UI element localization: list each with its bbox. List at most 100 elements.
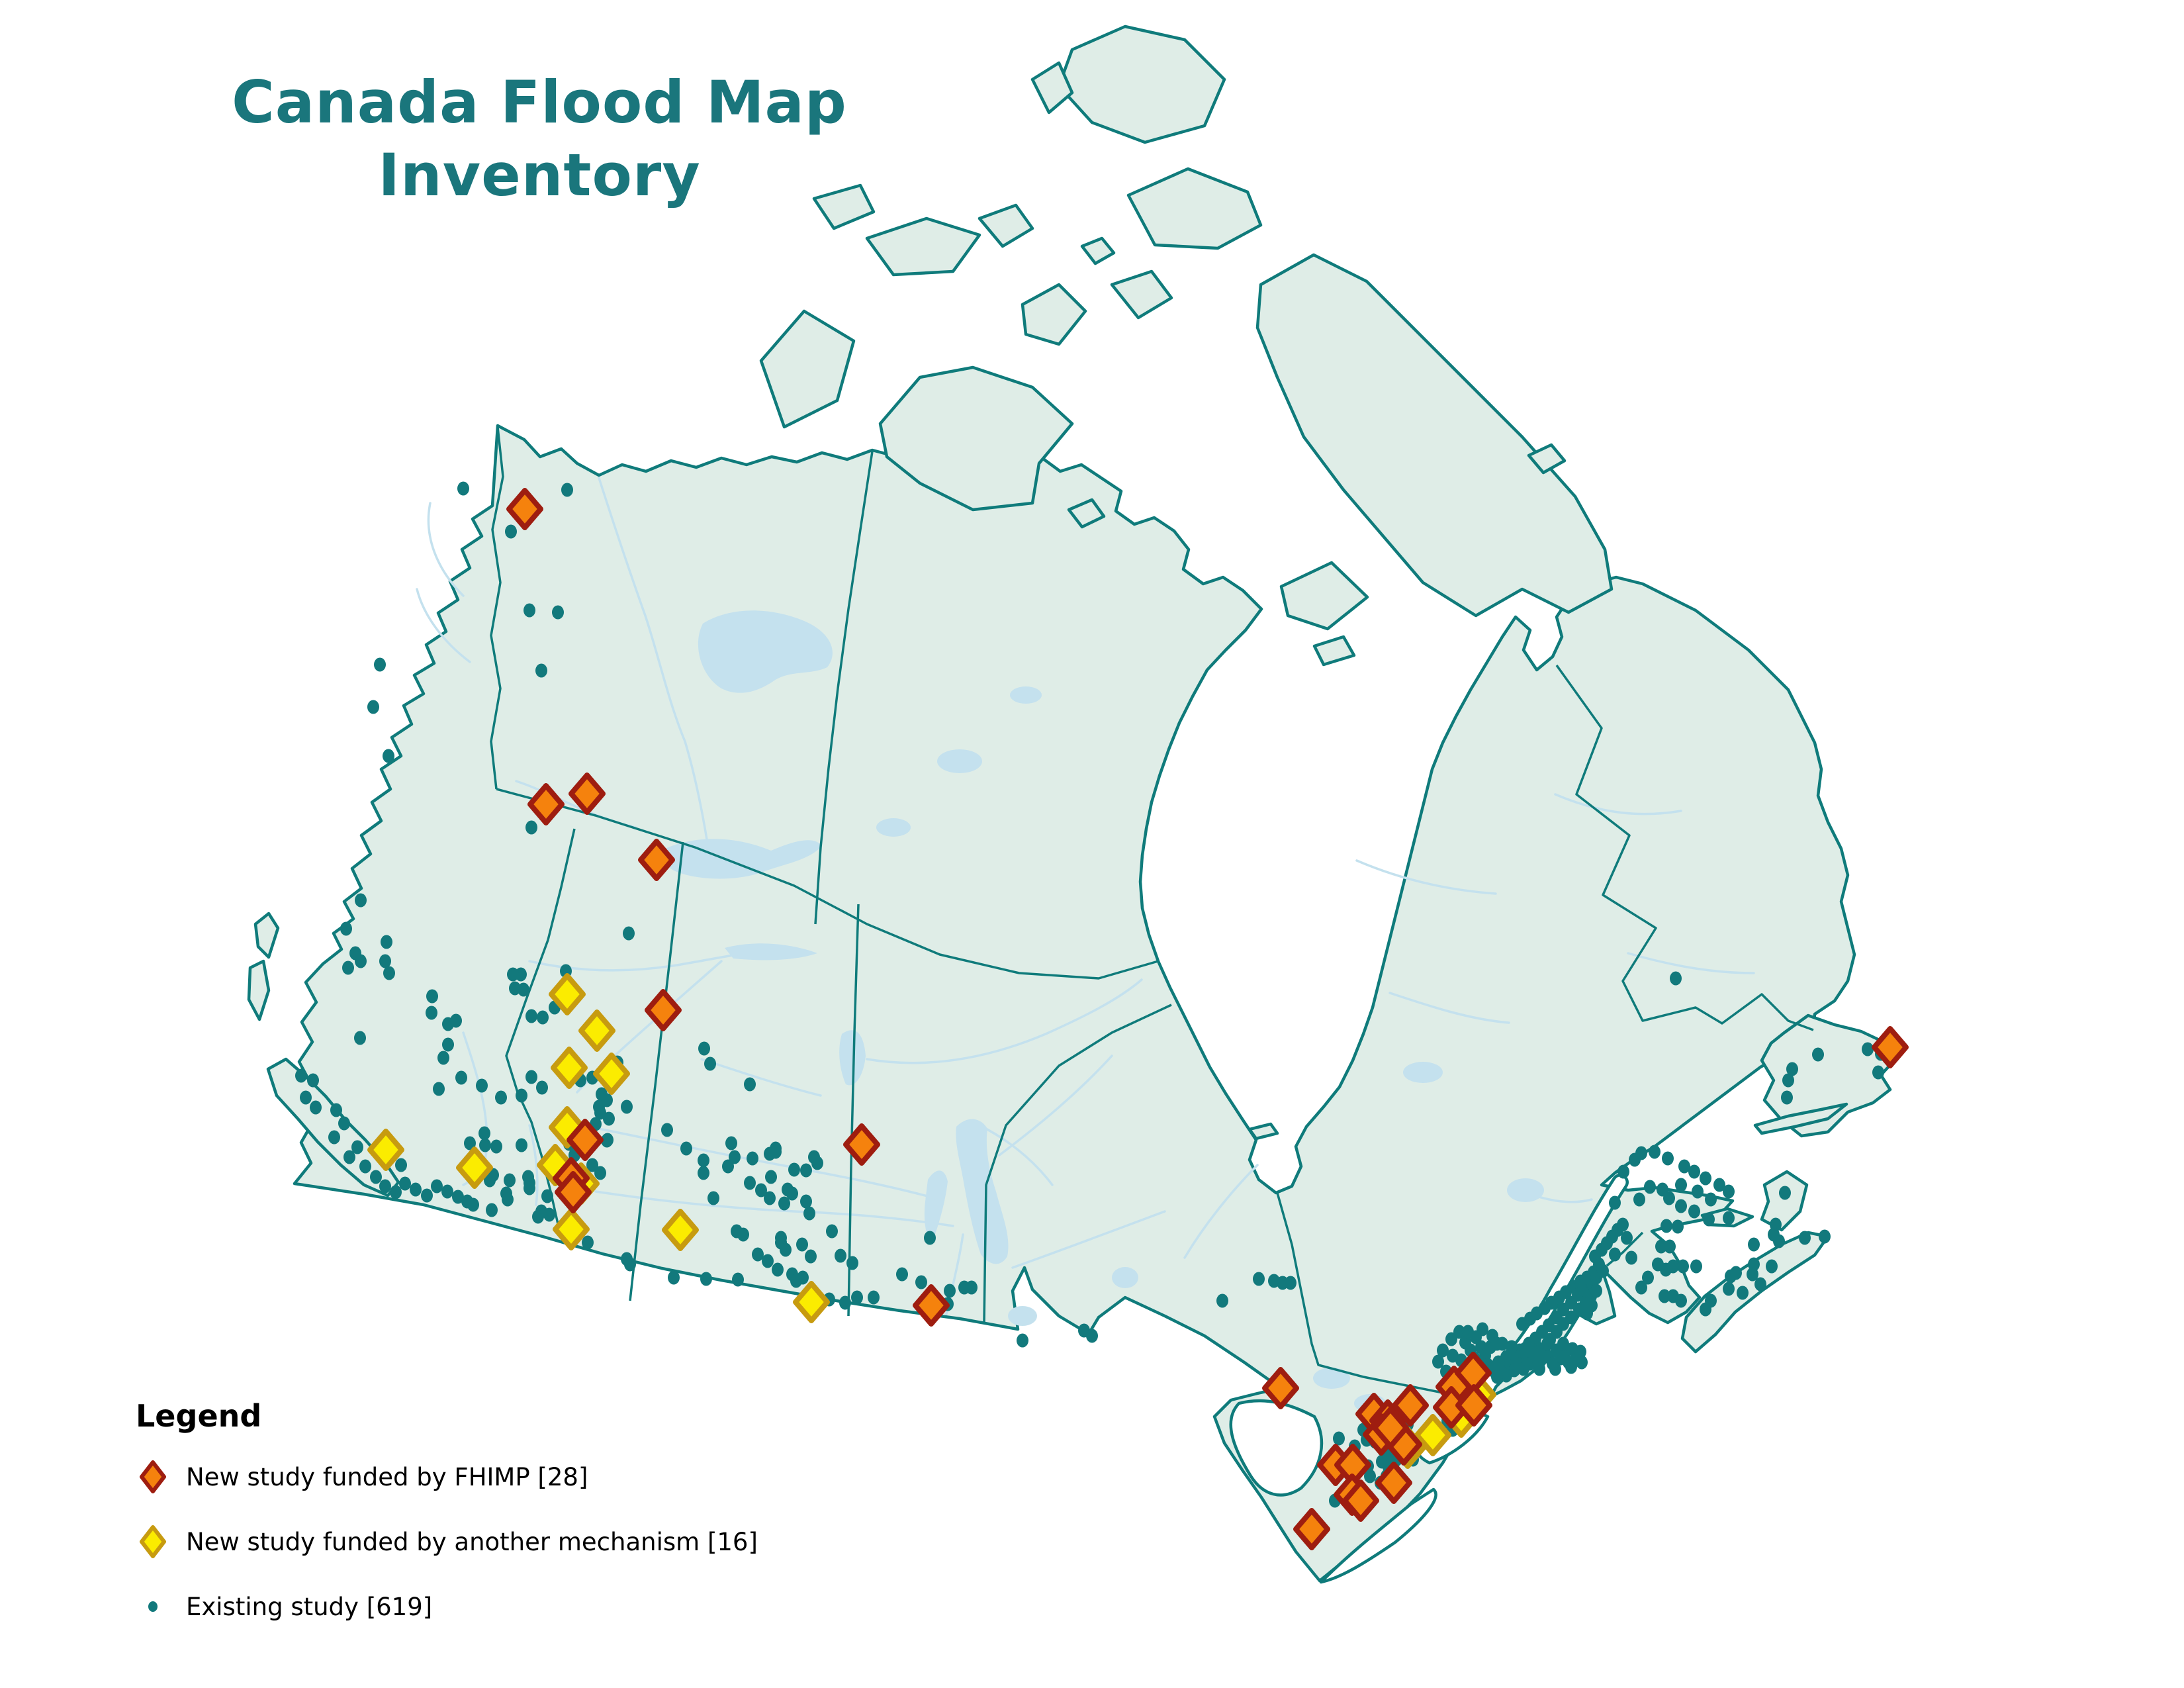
ellesmere-island [1057,24,1226,144]
existing-study-dot [601,1133,613,1148]
devon-island [1126,167,1263,250]
existing-study-dot [340,921,352,936]
border-saskatchewan-manitoba [847,904,860,1317]
existing-study-dot [1688,1204,1700,1219]
fhimp-study-diamond [1293,1508,1330,1550]
other-mechanism-study-diamond [456,1147,493,1189]
existing-study-dot [441,1184,453,1199]
existing-study-dot [536,1080,548,1095]
existing-study-dot [1690,1259,1702,1274]
existing-study-dot [1533,1362,1545,1376]
existing-study-dot [800,1163,812,1178]
existing-study-dot [479,1138,491,1152]
fhimp-study-diamond [567,1119,604,1161]
fhimp-study-diamond [843,1123,880,1166]
existing-study-dot [924,1231,936,1245]
existing-study-dot [486,1203,498,1217]
existing-study-dot [966,1280,978,1295]
border-manitoba-ontario [983,1004,1172,1323]
other-mechanism-study-diamond [793,1281,830,1323]
existing-study-dot [707,1191,719,1205]
existing-study-dot [1576,1355,1588,1370]
existing-study-dot [765,1170,777,1184]
kasba-lake [876,818,911,837]
existing-study-dot [729,1150,741,1164]
existing-study-dot [343,1150,355,1164]
reindeer-lake [839,1030,866,1086]
existing-study-dot [594,1166,606,1180]
existing-study-dot [624,1257,636,1272]
existing-study-dot [310,1100,322,1115]
existing-study-dot [523,1181,535,1196]
existing-study-dot [1675,1293,1687,1308]
existing-study-dot [944,1284,956,1298]
existing-study-dot [532,1209,544,1224]
existing-study-dot [1872,1065,1884,1080]
existing-study-dot [1086,1329,1098,1343]
fhimp-study-diamond [527,783,565,825]
existing-study-dot [582,1235,594,1250]
existing-study-dot [1700,1302,1711,1317]
nova-scotia [1680,1231,1830,1354]
existing-study-dot [698,1041,710,1056]
existing-study-dot [502,1192,514,1207]
existing-study-dot [395,1158,407,1172]
coats-island [1312,635,1356,667]
existing-study-dot [383,749,394,763]
fhimp-study-diamond [1455,1384,1492,1427]
existing-study-dot [1705,1192,1717,1207]
existing-study-dot [744,1077,756,1092]
other-mechanism-study-diamond [662,1209,699,1251]
legend-label-existing: Existing study [619] [186,1592,433,1621]
existing-study-dot [450,1013,462,1028]
bathurst-island [978,203,1034,248]
existing-study-dot [700,1272,712,1286]
existing-study-dot [1661,1219,1672,1233]
existing-study-dot [1862,1042,1874,1056]
legend-item-fhimp: New study funded by FHIMP [28] [136,1458,1062,1496]
haida-gwaii-south [247,959,271,1021]
existing-study-dot [752,1247,764,1262]
existing-study-dot [786,1186,798,1201]
existing-study-dot [421,1188,433,1203]
legend-label-fhimp: New study funded by FHIMP [28] [186,1462,588,1491]
legend-heading: Legend [136,1398,262,1434]
existing-study-dot [541,1189,553,1203]
existing-study-dot [457,481,469,496]
other-mechanism-study-diamond [551,1047,588,1089]
existing-study-dot [426,1006,437,1020]
fhimp-study-diamond [913,1284,950,1327]
existing-study-dot [737,1227,749,1242]
existing-study-dot [1432,1354,1444,1369]
existing-study-dot [355,954,367,968]
existing-study-dot [1253,1272,1265,1286]
king-william-island [1067,498,1106,529]
existing-study-dot [1500,1368,1512,1383]
existing-study-dot [1655,1239,1667,1254]
existing-study-dot [431,1179,443,1194]
existing-study-dot [835,1248,846,1263]
existing-study-dot [342,961,354,975]
existing-study-dot [764,1191,776,1205]
existing-study-dot [359,1159,371,1174]
province-borders [490,426,1814,1405]
existing-study-dot [1609,1196,1621,1210]
fhimp-study-diamond [645,989,682,1031]
existing-study-dot [762,1254,774,1268]
existing-study-dot [338,1116,350,1131]
existing-study-dot [1723,1282,1735,1296]
great-lakes [1229,1399,1490,1584]
existing-study-dot [704,1056,716,1071]
border-alberta-saskatchewan [629,841,684,1301]
melville-island [865,216,981,277]
border-nwt-nunavut [814,451,874,925]
existing-study-dot [381,935,392,949]
akimiski-island [1248,1122,1279,1141]
existing-study-dot [1766,1259,1778,1274]
existing-study-dot [379,1179,391,1194]
page-title-line1: Canada Flood Map [232,68,847,136]
existing-study-dot [328,1130,340,1145]
baffin-island [1255,253,1614,618]
existing-study-dot [1364,1469,1376,1483]
southampton-island [1279,561,1369,631]
